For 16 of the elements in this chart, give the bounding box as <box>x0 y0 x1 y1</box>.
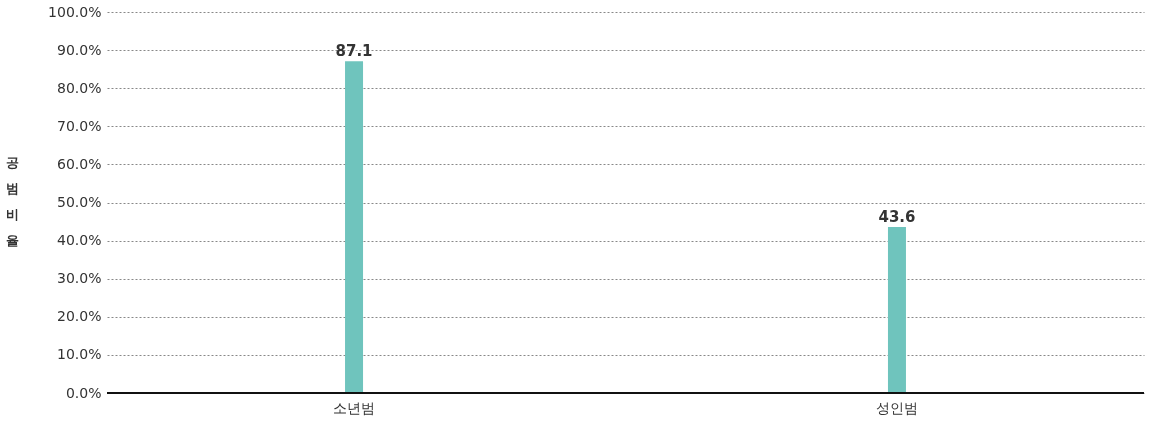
y-tick-label: 100.0% <box>48 3 102 20</box>
data-label: 43.6 <box>878 207 916 226</box>
data-label: 87.1 <box>335 42 373 61</box>
x-tick-label: 성인범 <box>875 399 918 416</box>
y-tick-label: 50.0% <box>57 194 102 210</box>
y-tick-label: 0.0% <box>65 384 102 401</box>
y-tick-label: 10.0% <box>57 346 102 363</box>
y-tick-label: 20.0% <box>57 308 102 325</box>
y-tick-label: 70.0% <box>57 117 102 134</box>
y-tick-label: 60.0% <box>57 155 102 172</box>
y-tick-label: 90.0% <box>57 41 102 58</box>
y-tick-label: 80.0% <box>57 79 102 96</box>
y-tick-label: 30.0% <box>57 270 102 287</box>
y-axis-title: 공범비율 <box>6 154 19 248</box>
y-tick-label: 40.0% <box>57 232 102 249</box>
x-tick-label: 소년범 <box>333 399 376 416</box>
